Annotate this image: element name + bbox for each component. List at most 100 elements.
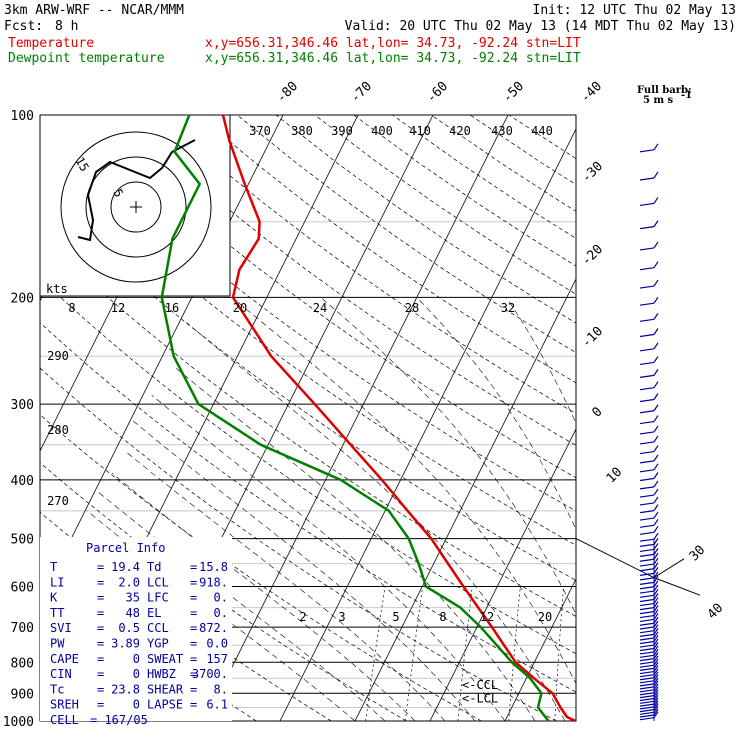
- wind-barb: [639, 654, 655, 658]
- wind-barb: [653, 381, 659, 389]
- isotherm-line: [730, 115, 740, 721]
- wind-barb: [639, 494, 655, 498]
- hodograph-speed-label: 32: [501, 301, 515, 315]
- wind-barb: [653, 692, 659, 699]
- wind-barb: [653, 445, 659, 452]
- parcel-param-value: 0: [133, 652, 140, 666]
- parcel-param-label: Tc: [50, 682, 64, 696]
- wind-barb: [639, 667, 655, 671]
- wind-barb: [653, 677, 659, 685]
- wind-barb: [639, 469, 655, 473]
- wind-barb: [639, 524, 655, 528]
- wind-barb: [639, 622, 655, 626]
- isotherm-tick-label: 0: [589, 404, 605, 420]
- wind-barb: [653, 668, 659, 676]
- hodograph-speed-label: 24: [313, 301, 327, 315]
- wind-barb: [653, 638, 659, 646]
- wind-barb: [639, 441, 655, 445]
- parcel-param-label: LCL: [147, 575, 169, 589]
- wind-barb: [639, 630, 655, 634]
- parcel-param-value: 0: [133, 698, 140, 712]
- parcel-param-label: SVI: [50, 621, 72, 635]
- parcel-param-value: = 167/05: [90, 713, 148, 727]
- isotherm-line: [204, 115, 509, 721]
- wind-barb: [639, 568, 655, 572]
- wind-barb-column: [575, 143, 701, 721]
- wind-barb: [639, 697, 655, 702]
- isotherm-line: [354, 278, 576, 721]
- wind-barb: [653, 552, 659, 560]
- isotherm-tick-label: -60: [424, 79, 451, 106]
- wind-barb: [639, 677, 655, 681]
- ccl-annotation: <-CCL: [462, 678, 498, 692]
- wind-barb: [653, 686, 659, 694]
- temperature-location: x,y=656.31,346.46 lat,lon= 34.73, -92.24…: [205, 36, 581, 51]
- wind-barb: [653, 454, 659, 462]
- wind-barb: [653, 342, 659, 350]
- pressure-tick-label: 400: [11, 474, 34, 489]
- theta-tick-label: 420: [449, 124, 471, 138]
- wind-barb: [653, 393, 659, 400]
- wind-barb: [639, 502, 655, 506]
- parcel-param-value: 19.4: [111, 560, 140, 574]
- wind-barb: [639, 594, 655, 598]
- wind-barb: [653, 648, 659, 656]
- wind-barb: [639, 633, 655, 637]
- dry-adiabat-line: [469, 115, 576, 186]
- wind-barb: [653, 605, 659, 612]
- parcel-param-label: LI: [50, 575, 64, 589]
- parcel-info-title: Parcel Info: [86, 541, 165, 555]
- wind-barb: [653, 369, 659, 376]
- wind-barb: [653, 261, 659, 269]
- wind-barb: [653, 562, 659, 570]
- wind-barb: [653, 645, 659, 653]
- hodograph-speed-label: 12: [111, 301, 125, 315]
- pressure-tick-label: 1000: [3, 715, 34, 730]
- wind-barb: [639, 460, 655, 464]
- wind-barb: [653, 425, 659, 433]
- dry-adiabat-line: [159, 115, 576, 415]
- moist-adiabat-line: [232, 297, 576, 684]
- wind-barb: [639, 658, 655, 662]
- wind-barb: [653, 220, 659, 227]
- moist-adiabat-line: [126, 451, 446, 721]
- wind-barb: [639, 572, 655, 576]
- wind-barb: [653, 404, 659, 412]
- parcel-param-label: EL: [147, 606, 161, 620]
- moist-adiabat-line: [186, 322, 566, 721]
- parcel-param-equals: =: [97, 652, 104, 666]
- mixing-ratio-line: [615, 587, 620, 721]
- dry-adiabat-line: [40, 151, 576, 546]
- parcel-param-value: 0: [133, 667, 140, 681]
- wind-barb: [639, 577, 655, 581]
- parcel-param-label: K: [50, 591, 58, 605]
- theta-tick-label: 270: [47, 494, 69, 508]
- parcel-param-value: 6.1: [206, 698, 228, 712]
- mixing-ratio-tick-label: 3: [338, 610, 345, 624]
- wind-barb: [639, 247, 655, 251]
- pressure-tick-label: 600: [11, 581, 34, 596]
- pressure-tick-label: 300: [11, 398, 34, 413]
- pressure-tick-label: 900: [11, 687, 34, 702]
- wind-barb: [653, 697, 659, 705]
- wind-barb: [639, 607, 655, 611]
- wind-barb: [639, 661, 655, 665]
- isotherm-tick-label: -40: [578, 79, 605, 106]
- wind-barb: [653, 538, 659, 545]
- wind-barb: [653, 328, 659, 335]
- wind-barb: [639, 640, 655, 645]
- wind-barb: [639, 618, 655, 623]
- wind-barb: [653, 588, 659, 596]
- parcel-param-value: 918.: [199, 575, 228, 589]
- wind-barb: [653, 609, 659, 616]
- wind-barb: [653, 689, 659, 696]
- dry-adiabat-line: [120, 115, 576, 446]
- hodograph-ring: [110, 181, 162, 233]
- wind-barb: [653, 671, 659, 679]
- wind-barb: [653, 463, 659, 471]
- isotherm-tick-label: -80: [274, 79, 301, 106]
- isotherm-line: [504, 578, 576, 721]
- sounding-profiles: [160, 114, 577, 723]
